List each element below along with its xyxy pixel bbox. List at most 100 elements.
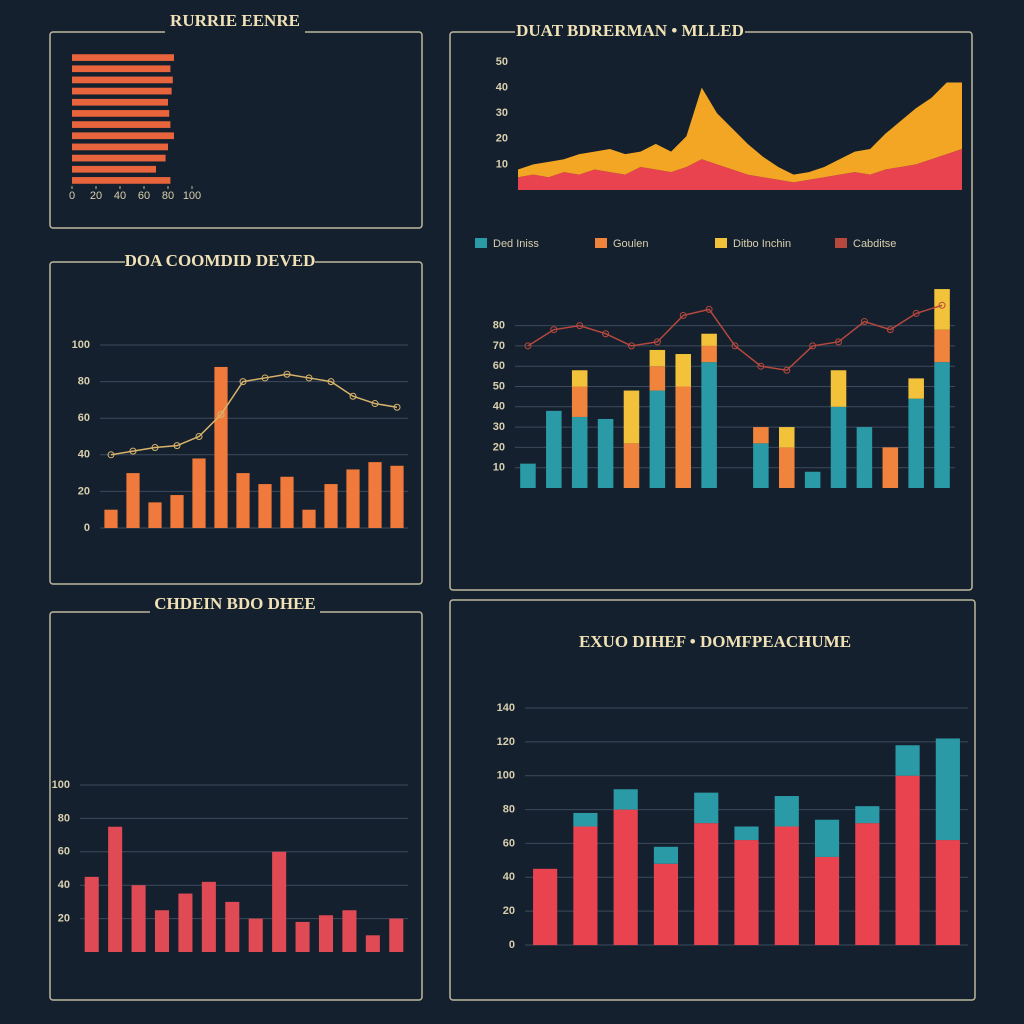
line-marker bbox=[195, 433, 203, 440]
title-backdrop bbox=[515, 20, 745, 44]
title-backdrop bbox=[150, 593, 320, 617]
line-marker bbox=[783, 366, 791, 374]
line bbox=[527, 304, 943, 372]
bar bbox=[389, 918, 404, 952]
bar bbox=[701, 333, 717, 346]
bar bbox=[935, 840, 960, 945]
bar bbox=[694, 823, 719, 945]
y-tick-label: 80 bbox=[493, 320, 505, 332]
bar bbox=[571, 370, 588, 387]
line-marker bbox=[835, 338, 843, 346]
bar bbox=[225, 901, 240, 952]
line-marker bbox=[327, 378, 335, 386]
bar bbox=[830, 406, 847, 488]
bar bbox=[170, 495, 184, 528]
line-marker bbox=[860, 318, 868, 326]
bar bbox=[178, 893, 193, 952]
bar bbox=[895, 775, 920, 945]
bar bbox=[72, 143, 168, 151]
bar bbox=[214, 366, 228, 528]
bar bbox=[908, 378, 924, 399]
bar bbox=[72, 87, 172, 95]
line bbox=[110, 373, 398, 456]
bar bbox=[573, 812, 598, 827]
bar bbox=[520, 463, 536, 488]
y-tick-label: 40 bbox=[496, 82, 508, 94]
bar bbox=[368, 462, 382, 528]
y-tick-label: 50 bbox=[496, 56, 508, 68]
line-marker bbox=[349, 392, 357, 400]
bar bbox=[280, 476, 294, 528]
line-marker bbox=[912, 309, 920, 317]
x-tick-label: 20 bbox=[90, 190, 102, 202]
area bbox=[518, 149, 962, 190]
bar bbox=[701, 345, 717, 363]
title-backdrop bbox=[580, 631, 850, 655]
y-tick-label: 40 bbox=[58, 879, 70, 891]
y-tick-label: 0 bbox=[509, 939, 515, 951]
bar bbox=[895, 745, 920, 776]
bar bbox=[72, 121, 171, 128]
y-tick-label: 30 bbox=[493, 421, 505, 433]
bar bbox=[72, 132, 174, 140]
bar bbox=[882, 447, 899, 488]
bar bbox=[154, 910, 170, 952]
title-backdrop bbox=[165, 10, 305, 34]
bar bbox=[613, 789, 638, 810]
line-marker bbox=[524, 342, 532, 350]
bar bbox=[623, 390, 640, 444]
bar bbox=[934, 329, 950, 363]
line-marker bbox=[627, 342, 635, 350]
bar bbox=[248, 918, 263, 952]
bar bbox=[694, 792, 719, 824]
bar bbox=[72, 177, 171, 184]
bar bbox=[701, 362, 717, 488]
y-tick-label: 20 bbox=[493, 441, 505, 453]
line-marker bbox=[239, 378, 247, 386]
y-tick-label: 10 bbox=[496, 158, 508, 170]
x-tick-label: 40 bbox=[114, 190, 126, 202]
bar bbox=[814, 856, 840, 945]
y-tick-label: 60 bbox=[493, 360, 505, 372]
line-marker bbox=[731, 342, 739, 350]
bar bbox=[934, 289, 950, 330]
bar bbox=[365, 935, 380, 952]
legend-label: Ditbo Inchin bbox=[733, 238, 791, 250]
bar bbox=[104, 509, 118, 528]
y-tick-label: 50 bbox=[493, 380, 505, 392]
y-tick-label: 60 bbox=[58, 846, 70, 858]
bar bbox=[571, 386, 588, 417]
bar bbox=[148, 502, 162, 528]
chart-title: EXUO DIHEF • DOMFPEACHUME bbox=[579, 632, 851, 651]
bar bbox=[779, 427, 795, 448]
bar bbox=[734, 826, 759, 841]
bar bbox=[649, 390, 666, 488]
legend-swatch bbox=[715, 238, 727, 248]
line-marker bbox=[393, 403, 401, 411]
legend-swatch bbox=[595, 238, 607, 248]
line-marker bbox=[705, 305, 713, 313]
y-tick-label: 80 bbox=[58, 812, 70, 824]
bar bbox=[72, 98, 168, 106]
chart-title: DUAT BDRERMAN • MLLED bbox=[516, 21, 744, 40]
bar bbox=[855, 806, 880, 824]
y-tick-label: 70 bbox=[493, 340, 505, 352]
bar bbox=[72, 110, 170, 117]
legend-label: Goulen bbox=[613, 238, 648, 250]
y-tick-label: 60 bbox=[78, 412, 90, 424]
bar bbox=[390, 465, 404, 528]
bar bbox=[201, 881, 216, 952]
line-marker bbox=[679, 311, 687, 319]
area bbox=[518, 82, 962, 183]
line-marker bbox=[938, 301, 946, 309]
legend-swatch bbox=[475, 238, 487, 248]
y-tick-label: 20 bbox=[496, 133, 508, 145]
bar bbox=[856, 427, 873, 488]
y-tick-label: 140 bbox=[497, 702, 515, 714]
bar bbox=[236, 473, 250, 528]
y-tick-label: 0 bbox=[84, 522, 90, 534]
bar bbox=[342, 910, 357, 952]
bar bbox=[72, 76, 173, 84]
line-marker bbox=[129, 447, 137, 455]
bar bbox=[653, 846, 679, 864]
